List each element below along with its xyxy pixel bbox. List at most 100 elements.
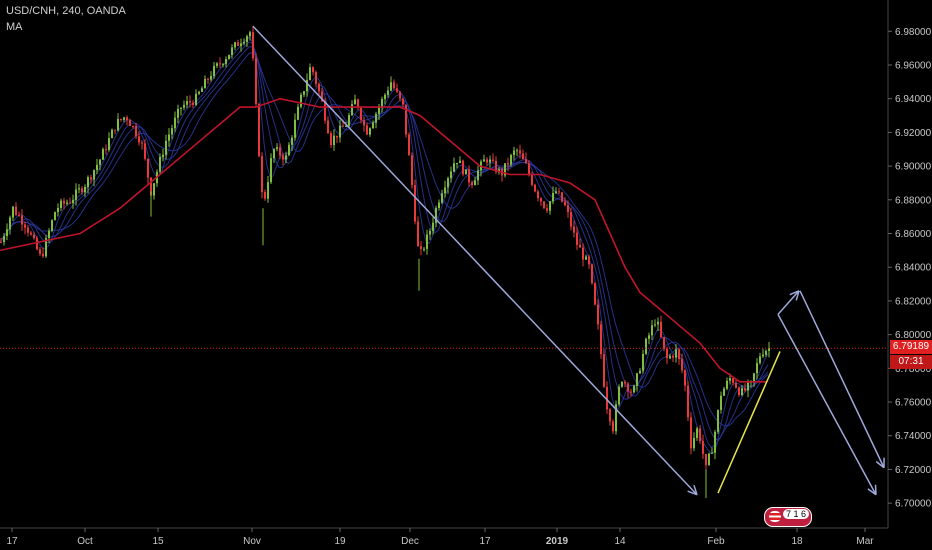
candle-body [51, 220, 53, 231]
candle-body [405, 104, 407, 135]
candle-body [699, 428, 701, 442]
candle-body [732, 377, 734, 383]
candle-body [603, 354, 605, 387]
candle-body [705, 453, 707, 466]
candle-body [279, 147, 281, 156]
symbol-title: USD/CNH, 240, OANDA [6, 5, 126, 17]
flag-icon [769, 511, 781, 522]
candle-body [261, 156, 263, 192]
x-tick-label: 14 [614, 536, 626, 547]
candle-body [534, 184, 536, 192]
candle-body [564, 201, 566, 206]
candle-body [624, 381, 626, 384]
y-tick-label: 6.72000 [895, 465, 932, 476]
candle-body [741, 388, 743, 396]
ma-blue-line [0, 41, 769, 448]
candle-body [57, 207, 59, 213]
candle-body [711, 452, 713, 454]
candle-body [462, 160, 464, 175]
event-badge[interactable]: 7 1 6 [764, 507, 812, 527]
y-tick-label: 6.76000 [895, 398, 932, 409]
candle-body [735, 382, 737, 388]
candle-body [654, 324, 656, 326]
candle-body [264, 191, 266, 199]
candle-body [606, 386, 608, 410]
candle-body [204, 78, 206, 89]
trend-line [717, 351, 781, 494]
candle-body [138, 136, 140, 143]
candle-body [561, 192, 563, 202]
arrow-head [687, 490, 698, 496]
candle-body [549, 201, 551, 211]
candle-body [588, 256, 590, 265]
candle-body [6, 229, 8, 237]
candle-body [315, 72, 317, 84]
candle-body [522, 153, 524, 160]
candle-body [567, 205, 569, 213]
candle-body [594, 283, 596, 305]
candle-body [213, 65, 215, 77]
candle-body [285, 155, 287, 160]
candle-body [642, 353, 644, 371]
candle-body [183, 104, 185, 108]
candle-body [54, 212, 56, 221]
candle-body [270, 158, 272, 183]
candle-body [162, 154, 164, 157]
y-tick-label: 6.96000 [895, 60, 932, 71]
candle-body [585, 256, 587, 260]
candle-body [198, 91, 200, 94]
candle-body [90, 177, 92, 180]
candle-body [627, 383, 629, 392]
arrow-head [875, 460, 885, 469]
candle-body [330, 133, 332, 145]
candle-body [696, 428, 698, 438]
candle-body [42, 253, 44, 257]
candle-body [126, 117, 128, 120]
candle-body [228, 54, 230, 60]
candle-body [528, 163, 530, 174]
candle-body [366, 125, 368, 135]
candle-body [720, 395, 722, 410]
candle-body [294, 119, 296, 138]
candle-body [105, 149, 107, 151]
candle-body [312, 67, 314, 73]
y-tick-label: 6.98000 [895, 27, 932, 38]
candle-body [759, 356, 761, 364]
candle-body [651, 325, 653, 336]
candle-body [9, 217, 11, 230]
candle-body [0, 241, 2, 243]
candle-body [351, 104, 353, 116]
candle-body [150, 177, 152, 196]
candle-body [486, 159, 488, 163]
candle-body [612, 421, 614, 432]
candle-body [756, 363, 758, 374]
candle-body [573, 226, 575, 233]
trend-arrow-line [777, 290, 800, 315]
candle-body [450, 171, 452, 179]
candle-body [99, 159, 101, 165]
candle-body [609, 409, 611, 422]
ma-blue-line [0, 52, 769, 427]
candle-body [543, 201, 545, 209]
candle-body [441, 193, 443, 203]
candle-body [3, 236, 5, 243]
x-tick-label: 17 [479, 536, 491, 547]
candle-body [141, 142, 143, 144]
candle-body [72, 199, 74, 204]
candle-body [273, 149, 275, 159]
candle-body [519, 150, 521, 154]
current-price-tag: 6.79189 [890, 340, 932, 354]
candle-body [579, 244, 581, 248]
candle-body [30, 232, 32, 235]
ma-blue-line [0, 46, 769, 441]
candle-body [48, 230, 50, 239]
candle-body [258, 104, 260, 157]
candle-body [219, 63, 221, 65]
candle-body [570, 212, 572, 227]
x-tick-label: 15 [152, 536, 164, 547]
candle-body [291, 137, 293, 145]
candle-body [768, 347, 770, 351]
candle-body [75, 189, 77, 200]
candle-body [153, 183, 155, 196]
